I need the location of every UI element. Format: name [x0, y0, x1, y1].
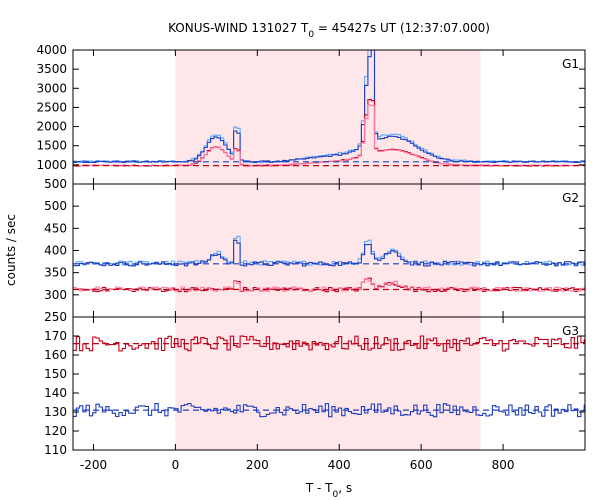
y-tick-label: 130 [44, 405, 67, 419]
chart-title: KONUS-WIND 131027 T0 = 45427s UT (12:37:… [168, 21, 490, 40]
y-tick-label: 2500 [36, 100, 67, 114]
y-tick-label: 150 [44, 367, 67, 381]
panel-label-g2: G2 [562, 191, 579, 205]
panel-g3: 110 120 130 140 150 160 170 G3 [44, 316, 586, 457]
y-tick-label: 2000 [36, 120, 67, 134]
panel-label-g1: G1 [562, 57, 579, 71]
x-axis-title: T - T0, s [305, 481, 352, 500]
y-tick-label: 500 [44, 199, 67, 213]
y-tick-label: 140 [44, 386, 67, 400]
panel-g1: 1000 1500 2000 2500 3000 3500 4000 500 G1 [36, 43, 586, 191]
x-tick-label: 800 [492, 458, 515, 472]
y-tick-label-bottom: 250 [44, 310, 67, 324]
y-tick-label: 400 [44, 244, 67, 258]
y-tick-label: 1000 [36, 158, 67, 172]
x-tick-label: 200 [246, 458, 269, 472]
panel-g2: 300 350 400 450 500 250 G2 [44, 183, 586, 324]
series-g3-blue-line [73, 402, 585, 418]
y-tick-label: 3500 [36, 62, 67, 76]
y-tick-label: 4000 [36, 43, 67, 57]
series-g3-red-line [73, 335, 585, 352]
y-tick-label: 110 [44, 443, 67, 457]
y-axis-title: counts / sec [4, 214, 18, 286]
y-tick-label: 3000 [36, 81, 67, 95]
y-tick-label: 120 [44, 424, 67, 438]
highlight-interval [175, 50, 481, 450]
y-tick-label: 160 [44, 348, 67, 362]
x-tick-label: 600 [410, 458, 433, 472]
y-tick-label: 170 [44, 329, 67, 343]
x-tick-label: -200 [80, 458, 107, 472]
x-tick-label: 0 [172, 458, 180, 472]
y-tick-label: 300 [44, 288, 67, 302]
x-tick-label: 400 [328, 458, 351, 472]
panel-frame-g3 [72, 316, 586, 451]
panels-layer: 1000150020002500300035004000500G13003504… [36, 43, 586, 472]
panel-label-g3: G3 [562, 324, 579, 338]
y-tick-label: 1500 [36, 139, 67, 153]
y-tick-label: 350 [44, 266, 67, 280]
y-tick-label-bottom: 500 [44, 177, 67, 191]
y-tick-label: 450 [44, 221, 67, 235]
